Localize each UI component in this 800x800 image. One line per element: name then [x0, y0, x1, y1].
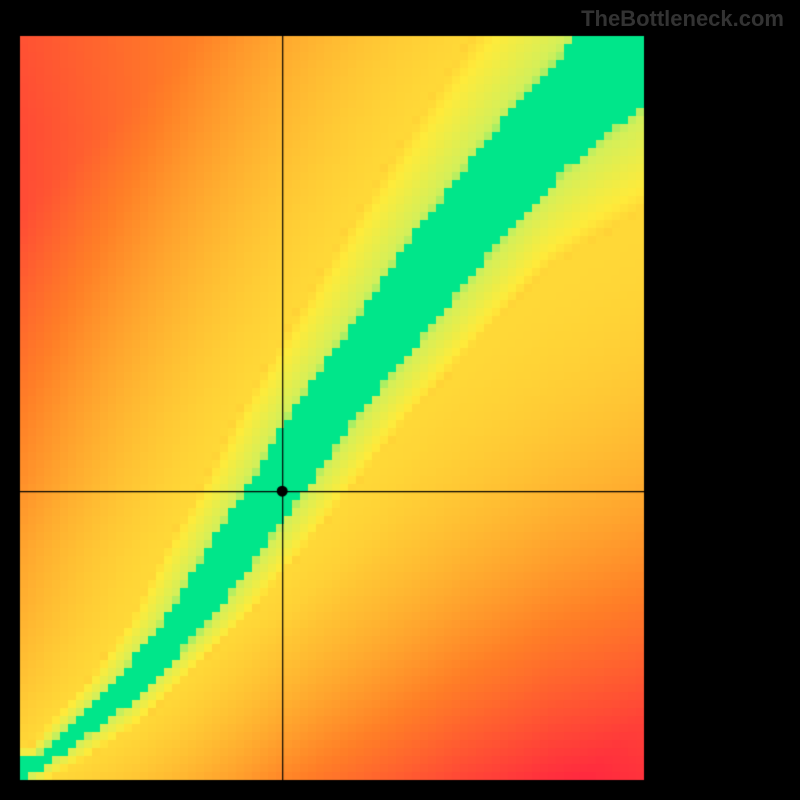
watermark-text: TheBottleneck.com [581, 6, 784, 32]
chart-container: TheBottleneck.com [0, 0, 800, 800]
bottleneck-heatmap [0, 0, 800, 800]
